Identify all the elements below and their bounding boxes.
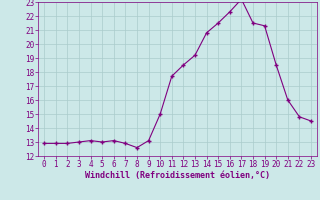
X-axis label: Windchill (Refroidissement éolien,°C): Windchill (Refroidissement éolien,°C) [85,171,270,180]
